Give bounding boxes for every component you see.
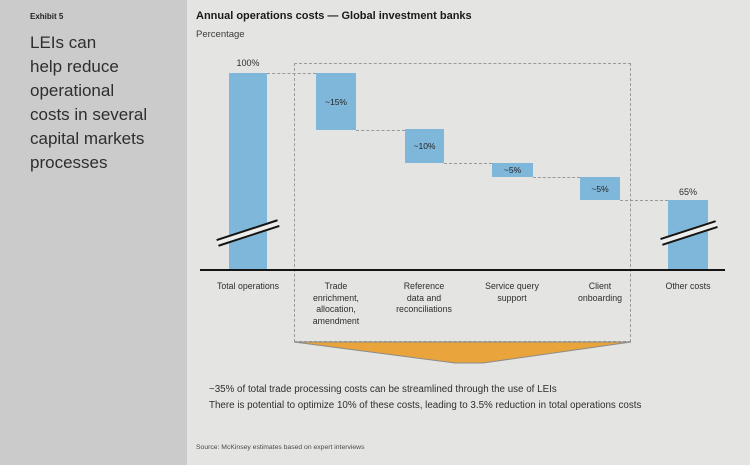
bar-service-query: ~5% <box>492 163 533 177</box>
annotation-line-2: There is potential to optimize 10% of th… <box>209 400 642 411</box>
exhibit-title: LEIs can help reduce operational costs i… <box>30 33 148 172</box>
waterfall-connector <box>533 177 580 178</box>
bar-reference-data: ~10% <box>405 129 444 163</box>
category-label-service-query: Service query support <box>485 281 539 303</box>
category-label-total-operations: Total operations <box>216 281 280 291</box>
chart-unit-label: Percentage <box>196 29 245 40</box>
exhibit-sidebar: Exhibit 5 LEIs can help reduce operation… <box>0 0 187 465</box>
chart-title: Annual operations costs — Global investm… <box>196 10 472 22</box>
source-note: Source: McKinsey estimates based on expe… <box>196 444 365 451</box>
bar-value-label: ~10% <box>413 141 436 151</box>
category-label-client-onboarding: Client onboarding <box>577 281 623 303</box>
category-label-reference-data: Reference data and reconciliations <box>396 281 452 314</box>
waterfall-connector <box>267 73 316 74</box>
waterfall-connector <box>356 130 405 131</box>
bar-client-onboarding: ~5% <box>580 177 620 200</box>
annotation-line-1: ~35% of total trade processing costs can… <box>209 384 557 395</box>
category-label-other-costs: Other costs <box>665 281 711 291</box>
bar-value-label: 65% <box>678 187 697 197</box>
waterfall-connector <box>444 163 492 164</box>
exhibit-number: Exhibit 5 <box>30 12 64 21</box>
bar-trade-enrichment: ~15% <box>316 73 356 130</box>
category-label-trade-enrichment: Trade enrichment, allocation, amendment <box>312 281 360 326</box>
bar-value-label: ~15% <box>325 96 347 107</box>
x-axis-line <box>200 269 725 271</box>
bar-value-label: ~5% <box>591 183 609 194</box>
funnel-arrow <box>293 341 632 364</box>
bar-value-label: ~5% <box>503 165 522 175</box>
bar-value-label: 100% <box>236 58 260 68</box>
waterfall-connector <box>620 200 668 201</box>
